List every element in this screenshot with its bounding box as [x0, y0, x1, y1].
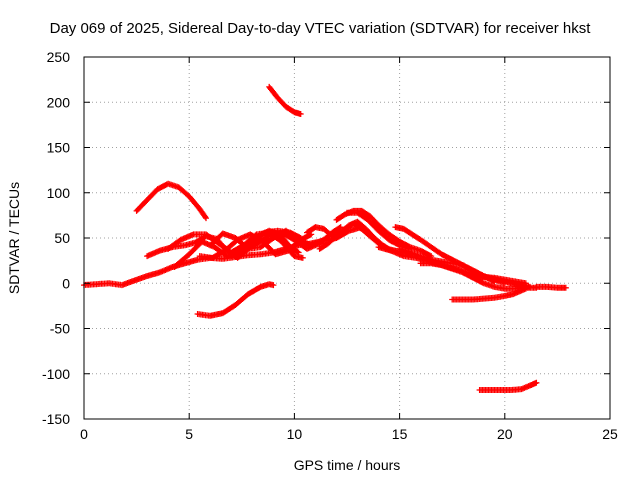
axis-ticks: 0 5 10 15 20 25 -150 -100 -50 0 50 100 150 200 250 — [42, 49, 618, 442]
data-markers — [133, 180, 209, 222]
y-tick-label: -100 — [42, 366, 70, 382]
data-markers — [533, 283, 569, 291]
x-tick-label: 10 — [287, 426, 303, 442]
data-markers — [344, 209, 414, 252]
y-tick-label: 100 — [47, 185, 71, 201]
data-markers — [470, 273, 529, 287]
series-track-04 — [194, 281, 277, 319]
y-axis-label: SDTVAR / TECUs — [6, 181, 22, 295]
y-tick-label: -150 — [42, 411, 70, 427]
x-tick-label: 25 — [602, 426, 618, 442]
series-track-22 — [476, 379, 540, 393]
data-markers — [266, 83, 304, 117]
x-tick-label: 15 — [392, 426, 408, 442]
grid-lines — [84, 57, 610, 419]
plot-area-frame — [83, 56, 611, 420]
data-markers — [476, 379, 540, 393]
series-track-19 — [470, 273, 529, 287]
y-tick-label: -50 — [50, 321, 70, 337]
x-tick-label: 0 — [80, 426, 88, 442]
y-tick-label: 200 — [47, 94, 71, 110]
series-track-02 — [133, 180, 209, 222]
series-track-20 — [533, 283, 569, 291]
data-markers — [194, 281, 277, 319]
y-tick-label: 0 — [62, 275, 70, 291]
x-tick-label: 20 — [497, 426, 513, 442]
y-tick-label: 250 — [47, 49, 71, 65]
data-points — [81, 83, 569, 393]
y-tick-label: 150 — [47, 140, 71, 156]
data-markers — [449, 285, 529, 303]
y-tick-label: 50 — [54, 230, 70, 246]
series-track-21 — [449, 285, 529, 303]
series-track-14 — [344, 209, 414, 252]
series-track-03 — [266, 83, 304, 117]
x-axis-label: GPS time / hours — [293, 457, 401, 473]
chart-title: Day 069 of 2025, Sidereal Day-to-day VTE… — [49, 20, 591, 37]
x-tick-label: 5 — [185, 426, 193, 442]
